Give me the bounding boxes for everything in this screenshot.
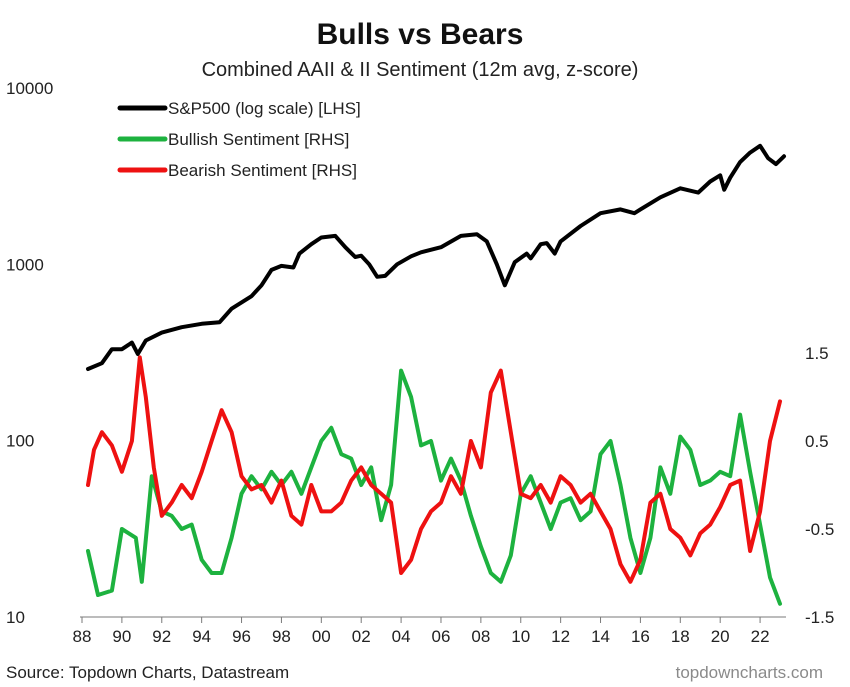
x-tick-label: 20 — [711, 627, 730, 646]
right-tick-label: -0.5 — [805, 520, 834, 539]
left-tick-label: 100 — [6, 432, 34, 451]
legend-bullish-label: Bullish Sentiment [RHS] — [168, 130, 349, 149]
x-tick-label: 92 — [152, 627, 171, 646]
left-axis: 10 100 1000 10000 — [6, 79, 53, 627]
left-tick-label: 10000 — [6, 79, 53, 98]
chart-subtitle: Combined AAII & II Sentiment (12m avg, z… — [202, 59, 639, 81]
x-tick-label: 18 — [671, 627, 690, 646]
left-tick-label: 1000 — [6, 255, 44, 274]
legend: S&P500 (log scale) [LHS] Bullish Sentimen… — [117, 99, 361, 180]
series-layer — [86, 143, 786, 606]
bearish-line — [86, 355, 782, 584]
x-tick-label: 94 — [192, 627, 211, 646]
x-tick-label: 10 — [511, 627, 530, 646]
legend-bearish-label: Bearish Sentiment [RHS] — [168, 161, 357, 180]
sp500-line — [86, 143, 786, 371]
brand-watermark: topdowncharts.com — [676, 663, 823, 682]
x-tick-label: 16 — [631, 627, 650, 646]
x-tick-label: 22 — [751, 627, 770, 646]
right-tick-label: 1.5 — [805, 344, 829, 363]
x-tick-label: 98 — [272, 627, 291, 646]
source-note: Source: Topdown Charts, Datastream — [6, 663, 289, 682]
bullish-line — [86, 368, 782, 606]
x-tick-label: 06 — [432, 627, 451, 646]
right-axis: -1.5 -0.5 0.5 1.5 — [805, 344, 834, 627]
x-tick-label: 14 — [591, 627, 610, 646]
left-tick-label: 10 — [6, 608, 25, 627]
x-tick-label: 08 — [471, 627, 490, 646]
legend-sp500-label: S&P500 (log scale) [LHS] — [168, 99, 361, 118]
x-axis: 88 90 92 94 96 98 00 02 04 06 08 10 12 14 16 18 20 22 — [73, 616, 786, 646]
right-tick-label: 0.5 — [805, 432, 829, 451]
x-tick-label: 88 — [73, 627, 92, 646]
x-tick-label: 04 — [392, 627, 411, 646]
x-tick-label: 96 — [232, 627, 251, 646]
x-tick-label: 00 — [312, 627, 331, 646]
x-tick-label: 90 — [112, 627, 131, 646]
x-tick-label: 02 — [352, 627, 371, 646]
chart-title: Bulls vs Bears — [317, 18, 524, 51]
x-tick-label: 12 — [551, 627, 570, 646]
right-tick-label: -1.5 — [805, 608, 834, 627]
